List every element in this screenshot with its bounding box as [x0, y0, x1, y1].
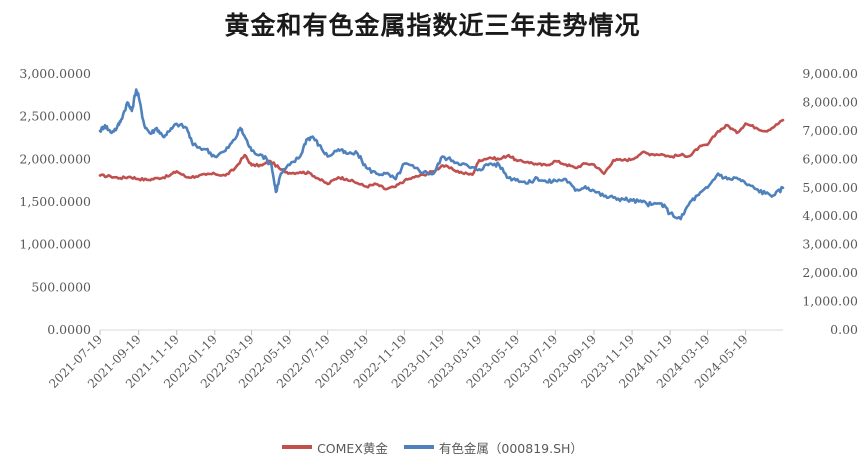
y-left-tick-label: 2,000.0000 — [19, 151, 91, 166]
legend-item: 有色金属（000819.SH） — [403, 438, 583, 457]
y-left-tick-label: 2,500.0000 — [19, 109, 91, 124]
legend-label: COMEX黄金 — [317, 440, 388, 456]
y-right-tick-label: 7,000.00 — [802, 123, 858, 138]
y-right-tick-label: 4,000.00 — [802, 208, 858, 223]
y-left-tick-label: 1,000.0000 — [19, 237, 91, 252]
legend-label: 有色金属（000819.SH） — [438, 440, 583, 456]
y-right-tick-label: 8,000.00 — [802, 94, 858, 109]
y-right-tick-label: 9,000.00 — [802, 66, 858, 81]
legend-item: COMEX黄金 — [282, 438, 388, 457]
y-right-tick-label: 2,000.00 — [802, 265, 858, 280]
series-line-0 — [98, 118, 785, 191]
y-left-tick-label: 500.0000 — [31, 279, 91, 294]
y-right-tick-label: 0.00 — [830, 322, 858, 337]
legend: COMEX黄金 有色金属（000819.SH） — [0, 437, 865, 457]
chart-axes: 0.0000 500.0000 1,000.0000 1,500.0000 2,000.… — [19, 66, 858, 391]
y-left-tick-label: 1,500.0000 — [19, 194, 91, 209]
y-left-tick-label: 0.0000 — [47, 322, 91, 337]
y-left-tick-label: 3,000.0000 — [19, 66, 91, 81]
chart-title: 黄金和有色金属指数近三年走势情况 — [224, 11, 641, 40]
y-right-tick-label: 1,000.00 — [802, 294, 858, 309]
y-right-tick-label: 3,000.00 — [802, 237, 858, 252]
y-right-tick-label: 5,000.00 — [802, 180, 858, 195]
legend-swatch — [403, 445, 434, 449]
y-right-tick-label: 6,000.00 — [802, 151, 858, 166]
chart-lines — [98, 88, 785, 221]
series-line-1 — [98, 88, 785, 221]
legend-swatch — [282, 445, 313, 449]
